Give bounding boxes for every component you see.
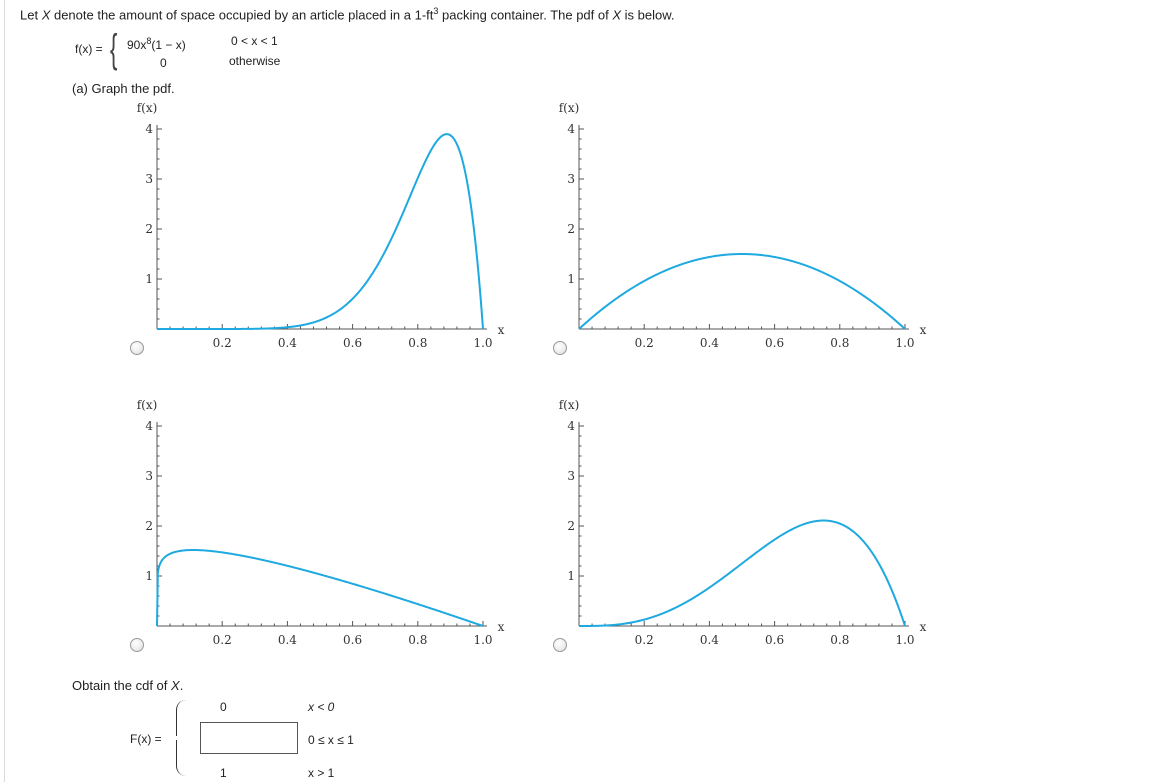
pdf-graph-option-2: 0.2 0.4 0.6 0.8 1.0 1 2 3 4 f(x) x: [559, 101, 927, 350]
y-axis-label: f(x): [559, 101, 580, 115]
pdf-expr-base: 90x: [127, 38, 147, 52]
pdf-brace: {: [110, 27, 118, 71]
x-tick-label: 0.4: [700, 633, 719, 647]
pdf-curve: [579, 519, 906, 627]
x-tick-label: 0.4: [278, 336, 297, 350]
x-axis-label: x: [498, 323, 505, 337]
pdf-curve: [578, 253, 906, 330]
y-tick-label: 1: [567, 569, 575, 583]
x-axis-label: x: [920, 620, 927, 634]
x-tick-label: 0.4: [700, 336, 719, 350]
intro-text-3: packing container. The pdf of: [438, 7, 613, 23]
graph-option-3-radio[interactable]: [130, 638, 144, 652]
pdf-curve: [157, 133, 484, 330]
pdf-curve: [156, 549, 484, 627]
x-tick-label: 0.2: [213, 633, 232, 647]
cdf-value-top: 0: [220, 700, 227, 714]
y-axis-label: f(x): [559, 398, 580, 412]
question-text: Let X denote the amount of space occupie…: [20, 6, 675, 22]
y-tick-label: 4: [145, 419, 153, 433]
pdf-condition-2: otherwise: [229, 54, 281, 68]
pdf-condition-1: 0 < x < 1: [231, 34, 278, 48]
cdf-title-end: .: [179, 678, 184, 693]
part-a-label: (a) Graph the pdf.: [72, 81, 175, 96]
cdf-brace-bottom: [176, 740, 187, 776]
pdf-graph-option-4: 0.2 0.4 0.6 0.8 1.0 1 2 3 4 f(x) x: [559, 398, 927, 647]
pdf-lhs: f(x) =: [75, 42, 103, 56]
y-tick-label: 1: [145, 272, 153, 286]
cdf-condition-bottom: x > 1: [308, 766, 335, 780]
y-tick-label: 4: [145, 122, 153, 136]
x-tick-label: 0.8: [830, 336, 849, 350]
x-axis-label: x: [920, 323, 927, 337]
y-tick-label: 1: [567, 272, 575, 286]
x-tick-label: 1.0: [473, 633, 492, 647]
y-axis-label: f(x): [137, 101, 158, 115]
y-tick-label: 3: [567, 172, 575, 186]
y-tick-label: 3: [567, 469, 575, 483]
x-tick-label: 0.6: [765, 633, 784, 647]
y-tick-label: 2: [567, 222, 575, 236]
cdf-title: Obtain the cdf of X.: [72, 678, 183, 693]
left-border: [4, 0, 5, 782]
x-tick-label: 0.8: [408, 633, 427, 647]
intro-var-x2: X: [612, 7, 622, 23]
y-tick-label: 2: [145, 222, 153, 236]
cdf-brace-top: [176, 700, 187, 736]
pdf-expr-tail: (1 − x): [151, 38, 186, 52]
x-tick-label: 0.2: [635, 336, 654, 350]
x-tick-label: 0.6: [765, 336, 784, 350]
pdf-graph-option-3: 0.2 0.4 0.6 0.8 1.0 1 2 3 4 f(x) x: [137, 398, 505, 647]
pdf-graph-option-1: 0.2 0.4 0.6 0.8 1.0 1 2 3 4 f(x) x: [137, 101, 505, 350]
pdf-expr-exponent: 8: [146, 36, 152, 46]
cdf-condition-mid: 0 ≤ x ≤ 1: [308, 733, 354, 747]
y-tick-label: 4: [567, 419, 575, 433]
cdf-title-text: Obtain the cdf of: [72, 678, 172, 693]
cdf-title-var: X: [171, 678, 180, 693]
graph-option-4-radio[interactable]: [553, 638, 567, 652]
y-tick-label: 2: [567, 519, 575, 533]
pdf-else-value: 0: [160, 56, 167, 70]
x-tick-label: 0.8: [408, 336, 427, 350]
cdf-answer-input[interactable]: [200, 722, 298, 754]
x-axis-label: x: [498, 620, 505, 634]
x-tick-label: 1.0: [895, 336, 914, 350]
intro-var-x: X: [41, 7, 51, 23]
y-axis-label: f(x): [137, 398, 158, 412]
graph-option-1-radio[interactable]: [130, 341, 144, 355]
x-tick-label: 0.4: [278, 633, 297, 647]
intro-text-2: denote the amount of space occupied by a…: [50, 7, 434, 23]
cdf-lhs: F(x) =: [130, 732, 162, 746]
y-tick-label: 1: [145, 569, 153, 583]
cdf-condition-top: x < 0: [308, 700, 335, 714]
graph-option-2-radio[interactable]: [553, 341, 567, 355]
x-tick-label: 0.2: [635, 633, 654, 647]
x-tick-label: 0.6: [343, 336, 362, 350]
y-tick-label: 2: [145, 519, 153, 533]
intro-text-1: Let: [20, 7, 42, 23]
y-tick-label: 3: [145, 172, 153, 186]
cdf-value-bottom: 1: [220, 766, 227, 780]
intro-text-4: is below.: [621, 7, 675, 23]
x-tick-label: 0.2: [213, 336, 232, 350]
x-tick-label: 0.8: [830, 633, 849, 647]
x-tick-label: 0.6: [343, 633, 362, 647]
intro-sup: 3: [433, 6, 439, 16]
x-tick-label: 1.0: [895, 633, 914, 647]
y-tick-label: 3: [145, 469, 153, 483]
x-tick-label: 1.0: [473, 336, 492, 350]
y-tick-label: 4: [567, 122, 575, 136]
pdf-expression: 90x8(1 − x): [127, 36, 186, 52]
